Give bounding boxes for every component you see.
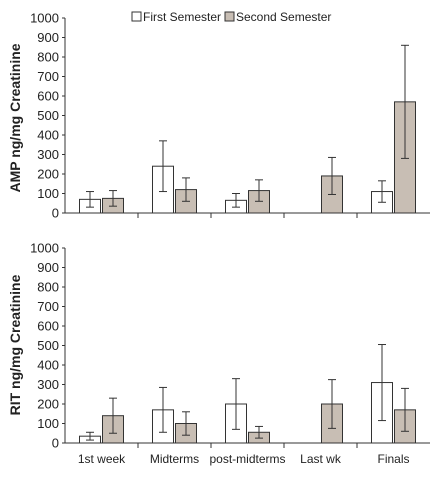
y-tick-label: 400 — [37, 128, 59, 143]
panel-rit: RIT ng/mg Creatinine 0 100 200 300 400 500 600… — [7, 241, 430, 466]
y-tick-label: 800 — [37, 280, 59, 295]
x-category-label: post-midterms — [209, 452, 285, 466]
legend-label-second-semester: Second Semester — [236, 10, 331, 24]
y-tick-label: 0 — [52, 436, 59, 451]
y-tick-label: 400 — [37, 358, 59, 373]
legend: First Semester Second Semester — [131, 10, 331, 24]
y-tick-label: 200 — [37, 167, 59, 182]
y-tick-label: 500 — [37, 108, 59, 123]
y-tick-label: 900 — [37, 260, 59, 275]
y-tick-label: 1000 — [30, 241, 59, 256]
x-category-label: Last wk — [300, 452, 342, 466]
y-tick-label: 0 — [52, 206, 59, 221]
y-axis-label-amp: AMP ng/mg Creatinine — [7, 43, 23, 192]
x-category-label: Finals — [377, 452, 409, 466]
x-category-label: Midterms — [150, 452, 199, 466]
y-tick-label: 600 — [37, 89, 59, 104]
y-tick-label: 200 — [37, 397, 59, 412]
y-tick-label: 1000 — [30, 11, 59, 26]
y-tick-label: 100 — [37, 186, 59, 201]
y-tick-label: 600 — [37, 319, 59, 334]
y-tick-label: 300 — [37, 377, 59, 392]
y-axis-label-rit: RIT ng/mg Creatinine — [7, 274, 23, 415]
panel-amp: AMP ng/mg Creatinine 0 100 200 300 400 500 600… — [7, 11, 430, 221]
legend-swatch-first-semester — [131, 11, 142, 22]
y-tick-label: 700 — [37, 69, 59, 84]
y-tick-label: 800 — [37, 50, 59, 65]
legend-label-first-semester: First Semester — [143, 10, 221, 24]
y-tick-label: 100 — [37, 416, 59, 431]
y-tick-label: 500 — [37, 338, 59, 353]
y-tick-label: 700 — [37, 299, 59, 314]
y-tick-label: 300 — [37, 147, 59, 162]
legend-swatch-second-semester — [224, 11, 235, 22]
y-tick-label: 900 — [37, 30, 59, 45]
x-category-label: 1st week — [78, 452, 126, 466]
